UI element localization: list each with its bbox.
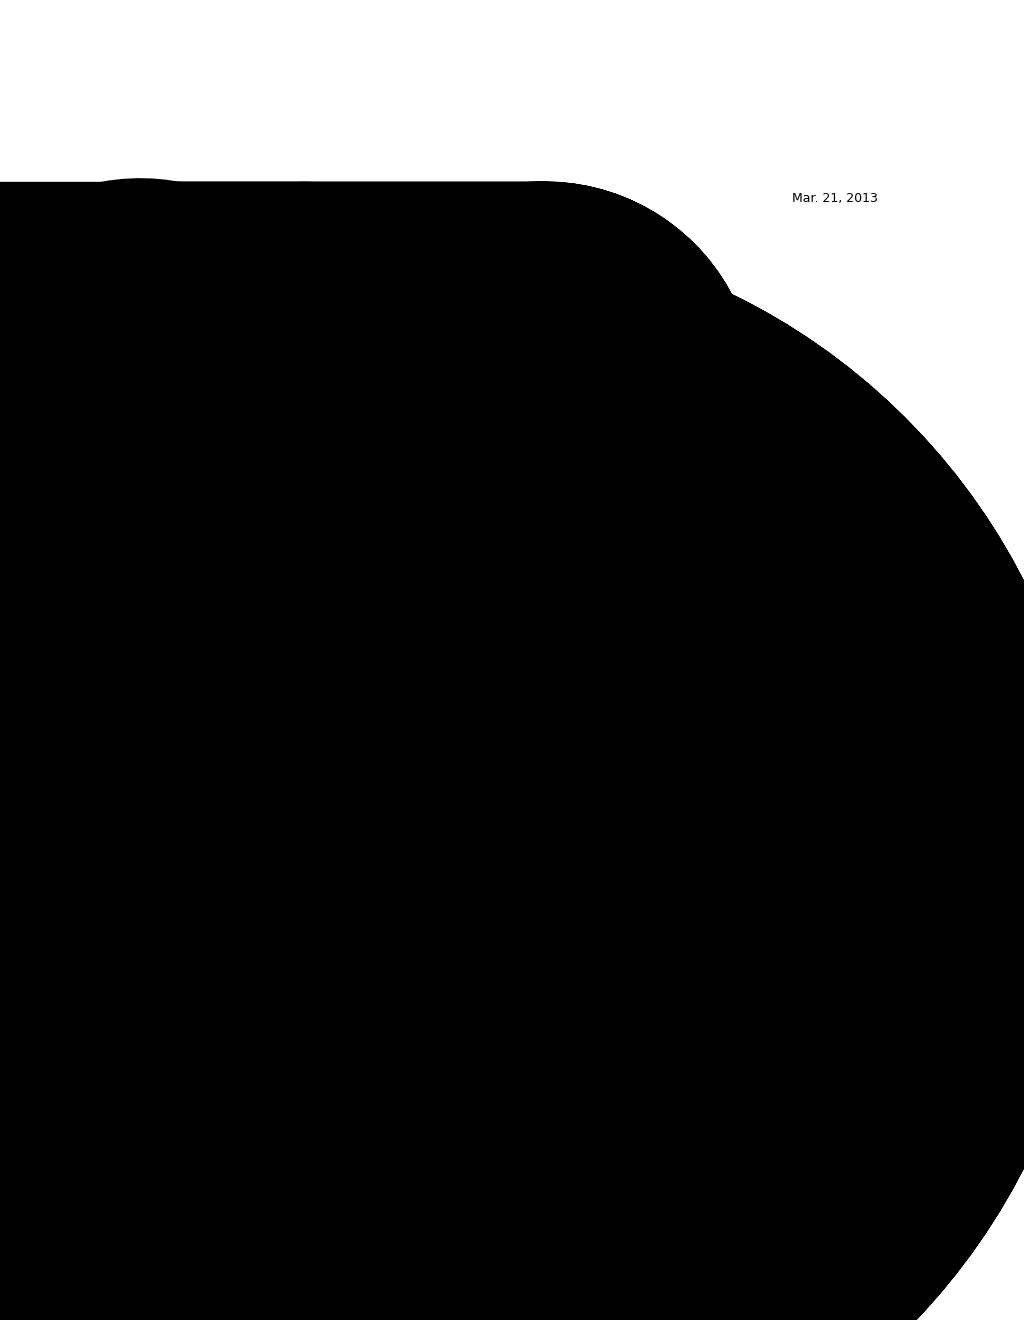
Text: O: O bbox=[560, 548, 568, 558]
Text: Compound 241: Compound 241 bbox=[271, 970, 360, 979]
Text: HN: HN bbox=[665, 589, 680, 598]
Text: CCVIII-2: CCVIII-2 bbox=[333, 383, 375, 393]
Text: CCVIII-5: CCVIII-5 bbox=[285, 723, 329, 733]
Text: O: O bbox=[657, 318, 666, 329]
Text: O: O bbox=[495, 350, 503, 359]
Text: O: O bbox=[527, 590, 536, 601]
Text: CCVIII-2: CCVIII-2 bbox=[316, 372, 360, 383]
Text: N: N bbox=[318, 564, 326, 574]
Text: O: O bbox=[693, 599, 701, 610]
Text: CCVIII-1: CCVIII-1 bbox=[205, 484, 249, 495]
Text: US 2013/0072449 A1: US 2013/0072449 A1 bbox=[173, 191, 306, 205]
Text: HN: HN bbox=[214, 348, 229, 358]
Text: Mar. 21, 2013: Mar. 21, 2013 bbox=[792, 191, 878, 205]
Text: S: S bbox=[689, 828, 695, 837]
Text: O: O bbox=[744, 372, 753, 383]
Text: O: O bbox=[178, 548, 186, 558]
Text: S: S bbox=[477, 330, 483, 341]
Text: HN: HN bbox=[319, 834, 335, 845]
Text: HN: HN bbox=[680, 834, 695, 845]
Text: +: + bbox=[475, 603, 494, 623]
Text: B(OH)₂: B(OH)₂ bbox=[360, 342, 396, 352]
Text: HO: HO bbox=[525, 548, 542, 558]
Text: Compound 241a: Compound 241a bbox=[631, 970, 723, 979]
Text: S: S bbox=[224, 341, 230, 351]
Text: O: O bbox=[756, 367, 764, 376]
Text: O: O bbox=[626, 318, 634, 329]
Text: O: O bbox=[489, 375, 498, 385]
Text: HN: HN bbox=[466, 338, 481, 348]
Text: MeOH: MeOH bbox=[485, 870, 516, 879]
Text: LiOH·H₂O (6.0 eq.): LiOH·H₂O (6.0 eq.) bbox=[142, 730, 239, 739]
Text: S: S bbox=[674, 581, 680, 591]
Text: Compound 241: Compound 241 bbox=[618, 723, 703, 733]
Text: HO: HO bbox=[180, 795, 197, 805]
Text: Pd(PPh₃)₄, aq. K₃PO₄ (2N): Pd(PPh₃)₄, aq. K₃PO₄ (2N) bbox=[520, 395, 642, 404]
Text: S: S bbox=[330, 828, 336, 837]
Text: DMF, 80° C., 2 h: DMF, 80° C., 2 h bbox=[314, 408, 394, 417]
Text: O: O bbox=[182, 837, 190, 846]
Text: O: O bbox=[623, 358, 632, 367]
Bar bbox=[163, 784, 436, 973]
Text: O: O bbox=[702, 870, 711, 880]
Text: O: O bbox=[687, 624, 695, 634]
Text: CCVIII-3: CCVIII-3 bbox=[454, 488, 498, 499]
Text: CCVIII-4: CCVIII-4 bbox=[647, 296, 691, 306]
Text: HN: HN bbox=[310, 589, 326, 598]
Text: Pd(PPh₃)₄, aq. K₃PO₄ (2N): Pd(PPh₃)₄, aq. K₃PO₄ (2N) bbox=[293, 399, 415, 408]
Text: I: I bbox=[218, 338, 221, 348]
Text: [1573]   Synthesis of Compound 241: [1573] Synthesis of Compound 241 bbox=[173, 243, 418, 256]
Text: N: N bbox=[687, 810, 695, 820]
Text: aq. NaOH (0.1N): aq. NaOH (0.1N) bbox=[459, 861, 544, 870]
Text: Br: Br bbox=[300, 342, 311, 352]
Text: CCVIII-4: CCVIII-4 bbox=[560, 379, 602, 389]
Text: B: B bbox=[724, 356, 731, 366]
Text: O: O bbox=[173, 590, 181, 601]
Text: O: O bbox=[237, 385, 245, 395]
Text: O: O bbox=[575, 795, 584, 805]
Text: O: O bbox=[543, 837, 551, 846]
Text: O: O bbox=[215, 795, 223, 805]
Text: DMF, 90° C.: DMF, 90° C. bbox=[552, 404, 610, 413]
Text: O: O bbox=[206, 548, 214, 558]
Text: N: N bbox=[222, 323, 229, 334]
Text: O: O bbox=[242, 359, 250, 370]
Text: O: O bbox=[333, 624, 341, 634]
Text: Br: Br bbox=[401, 338, 413, 348]
Text: S: S bbox=[319, 581, 326, 591]
Text: 607: 607 bbox=[510, 205, 540, 220]
Text: N: N bbox=[328, 810, 335, 820]
Text: O: O bbox=[339, 599, 347, 610]
Text: NaO: NaO bbox=[535, 795, 557, 805]
Text: Synthetic Route (Scheme CCVIII): Synthetic Route (Scheme CCVIII) bbox=[371, 279, 553, 289]
Text: O: O bbox=[709, 846, 717, 857]
Text: MeOH/H₂O: MeOH/H₂O bbox=[183, 721, 239, 730]
Text: N: N bbox=[672, 564, 680, 574]
Text: O: O bbox=[348, 846, 356, 857]
Text: N: N bbox=[475, 313, 482, 323]
Text: O: O bbox=[342, 870, 350, 880]
